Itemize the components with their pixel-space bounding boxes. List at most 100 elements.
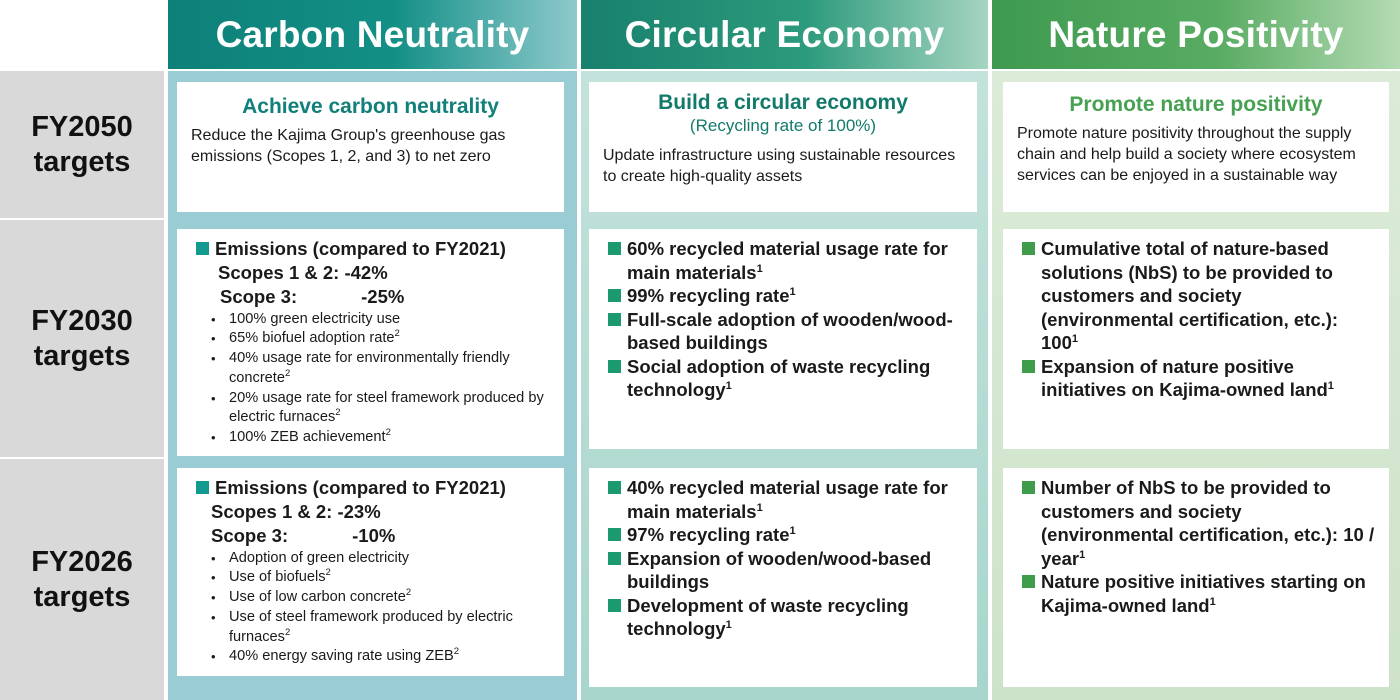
target-item-text: Nature positive initiatives starting on …: [1041, 571, 1366, 616]
footnote-marker: 2: [284, 368, 291, 380]
fy2026-nature-list: Number of NbS to be provided to customer…: [1019, 476, 1377, 617]
header-circular-economy: Circular Economy: [581, 0, 988, 69]
bullet-item-text: 65% biofuel adoption rate: [229, 330, 395, 347]
bullet-item: Use of biofuels2: [207, 568, 552, 588]
fy2026-scope12-label: Scopes 1 & 2:: [211, 500, 333, 522]
target-item-text: Number of NbS to be provided to customer…: [1041, 477, 1375, 569]
footnote-marker: 2: [453, 646, 460, 658]
bullet-item: 65% biofuel adoption rate2: [207, 329, 552, 349]
fy2050-circular-title: Build a circular economy: [658, 91, 908, 114]
target-item: Social adoption of waste recycling techn…: [605, 355, 963, 402]
row-label-fy2050-year: FY2050: [31, 110, 133, 143]
bullet-item: 100% green electricity use: [207, 310, 552, 330]
target-item: Cumulative total of nature-based solutio…: [1019, 237, 1377, 355]
row-label-fy2026-year: FY2026: [31, 545, 133, 578]
footnote-marker: 2: [394, 328, 400, 340]
square-bullet-icon: [608, 528, 621, 541]
fy2026-carbon-bullet-list: Adoption of green electricity Use of biof…: [193, 549, 552, 668]
fy2026-scope12-value: -23%: [337, 500, 381, 522]
target-item-text: Cumulative total of nature-based solutio…: [1041, 238, 1339, 353]
footnote-marker: 2: [405, 587, 412, 599]
bullet-item-text: Use of biofuels: [229, 569, 326, 586]
footnote-marker: 1: [725, 379, 732, 392]
fy2030-carbon-box: Emissions (compared to FY2021) Scopes 1 …: [177, 229, 564, 456]
header-carbon-neutrality: Carbon Neutrality: [168, 0, 577, 69]
target-item-text: 97% recycling rate: [627, 524, 790, 545]
target-item-text: Full-scale adoption of wooden/wood-based…: [627, 308, 953, 354]
fy2026-scope12-row: Scopes 1 & 2: -23%: [193, 500, 552, 524]
footnote-marker: 1: [1209, 595, 1216, 608]
target-item: Nature positive initiatives starting on …: [1019, 570, 1377, 617]
fy2050-nature-box: Promote nature positivity Promote nature…: [1003, 82, 1389, 212]
square-bullet-icon: [608, 551, 621, 565]
square-bullet-icon: [1022, 359, 1035, 373]
fy2030-carbon-bullet-list: 100% green electricity use 65% biofuel ad…: [193, 310, 552, 449]
row-label-fy2050: FY2050 targets: [0, 71, 164, 218]
footnote-marker: 1: [789, 285, 796, 298]
footnote-marker: 1: [725, 618, 732, 631]
fy2050-carbon-title: Achieve carbon neutrality: [242, 95, 499, 118]
target-item-text: 99% recycling rate: [627, 285, 790, 306]
fy2026-carbon-heading-text: Emissions (compared to FY2021): [215, 477, 506, 498]
fy2050-circular-box: Build a circular economy (Recycling rate…: [589, 82, 977, 212]
target-item: Expansion of wooden/wood-based buildings: [605, 547, 963, 594]
footnote-marker: 1: [756, 501, 763, 514]
fy2030-circular-box: 60% recycled material usage rate for mai…: [589, 229, 977, 449]
target-item: 97% recycling rate1: [605, 523, 963, 547]
bullet-item-text: 40% energy saving rate using ZEB: [229, 648, 454, 665]
fy2026-circular-list: 40% recycled material usage rate for mai…: [605, 476, 963, 641]
fy2026-scope3-label: Scope 3:: [211, 524, 289, 546]
fy2030-scope12-label: Scopes 1 & 2:: [218, 261, 340, 283]
row-label-fy2030: FY2030 targets: [0, 220, 164, 457]
square-bullet-icon: [608, 598, 621, 612]
target-item: 60% recycled material usage rate for mai…: [605, 237, 963, 284]
fy2026-scope3-value: -10%: [352, 524, 396, 546]
fy2050-circular-subtitle: (Recycling rate of 100%): [689, 116, 877, 135]
footnote-marker: 1: [1071, 332, 1078, 345]
fy2026-carbon-emissions-heading: Emissions (compared to FY2021): [193, 476, 552, 500]
fy2030-nature-box: Cumulative total of nature-based solutio…: [1003, 229, 1389, 449]
footnote-marker: 2: [284, 626, 291, 638]
footnote-marker: 1: [789, 524, 796, 537]
fy2050-nature-desc: Promote nature positivity throughout the…: [1017, 125, 1356, 184]
fy2030-scope3-row: Scope 3: -25%: [193, 285, 552, 309]
target-item-text: Development of waste recycling technolog…: [627, 594, 909, 640]
target-item: 40% recycled material usage rate for mai…: [605, 476, 963, 523]
target-item: Development of waste recycling technolog…: [605, 594, 963, 641]
square-bullet-icon: [1022, 242, 1035, 255]
fy2050-circular-desc: Update infrastructure using sustainable …: [603, 147, 956, 185]
fy2050-nature-title: Promote nature positivity: [1069, 93, 1323, 116]
row-label-fy2030-year: FY2030: [31, 304, 133, 337]
fy2030-circular-list: 60% recycled material usage rate for mai…: [605, 237, 963, 402]
bullet-item-text: 20% usage rate for steel framework produ…: [229, 389, 544, 426]
target-item-text: 40% recycled material usage rate for mai…: [627, 477, 948, 522]
bullet-item: 20% usage rate for steel framework produ…: [207, 389, 552, 429]
fy2026-circular-box: 40% recycled material usage rate for mai…: [589, 468, 977, 687]
fy2030-scope3-value: -25%: [361, 285, 405, 307]
fy2030-scope12-value: -42%: [344, 261, 388, 283]
square-bullet-icon: [608, 289, 621, 302]
fy2030-nature-list: Cumulative total of nature-based solutio…: [1019, 237, 1377, 402]
bullet-item-text: Use of steel framework produced by elect…: [229, 608, 513, 645]
row-label-fy2026-suffix: targets: [33, 580, 131, 613]
target-item: Expansion of nature positive initiatives…: [1019, 355, 1377, 402]
square-bullet-icon: [196, 242, 209, 255]
square-bullet-icon: [608, 242, 621, 255]
target-item: Number of NbS to be provided to customer…: [1019, 476, 1377, 570]
square-bullet-icon: [608, 481, 621, 494]
fy2026-carbon-box: Emissions (compared to FY2021) Scopes 1 …: [177, 468, 564, 676]
bullet-item: 40% usage rate for environmentally frien…: [207, 349, 552, 389]
square-bullet-icon: [608, 312, 621, 326]
row-label-fy2030-suffix: targets: [33, 339, 131, 372]
bullet-item: Use of steel framework produced by elect…: [207, 608, 552, 648]
target-item: Full-scale adoption of wooden/wood-based…: [605, 308, 963, 355]
footnote-marker: 1: [1079, 548, 1086, 561]
square-bullet-icon: [608, 359, 621, 373]
fy2030-carbon-emissions-heading: Emissions (compared to FY2021): [193, 237, 552, 261]
square-bullet-icon: [196, 481, 209, 494]
bullet-item-text: 100% green electricity use: [229, 310, 401, 327]
bullet-item: Adoption of green electricity: [207, 549, 552, 569]
target-item-text: Expansion of nature positive initiatives…: [1041, 355, 1328, 401]
footnote-marker: 2: [335, 407, 341, 419]
target-item-text: Social adoption of waste recycling techn…: [627, 355, 931, 401]
